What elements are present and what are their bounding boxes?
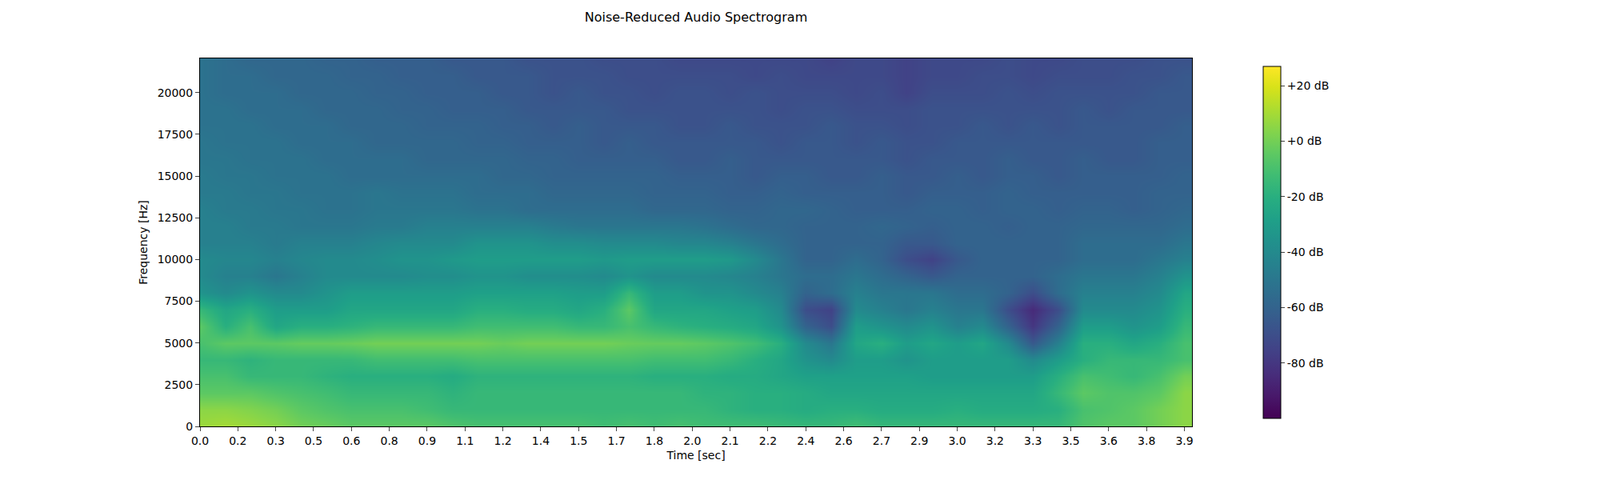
svg-text:3.9: 3.9 [1175,434,1193,448]
svg-text:0: 0 [185,420,193,433]
svg-text:2.2: 2.2 [759,434,777,448]
svg-text:1.7: 1.7 [607,434,625,448]
svg-text:0.5: 0.5 [304,434,323,448]
svg-text:15000: 15000 [157,169,194,183]
svg-text:2.4: 2.4 [796,434,815,448]
svg-text:2.6: 2.6 [834,434,852,448]
svg-text:0.0: 0.0 [191,434,209,448]
svg-text:2.1: 2.1 [720,434,739,448]
svg-text:12500: 12500 [157,211,194,224]
svg-text:0.6: 0.6 [342,434,360,448]
svg-text:0.2: 0.2 [228,434,247,448]
svg-text:Frequency [Hz]: Frequency [Hz] [136,200,150,285]
svg-text:2.9: 2.9 [910,434,928,448]
svg-text:10000: 10000 [157,252,194,266]
svg-text:-80 dB: -80 dB [1287,356,1324,370]
svg-text:-20 dB: -20 dB [1287,190,1324,204]
svg-text:0.9: 0.9 [418,434,436,448]
svg-text:2500: 2500 [164,378,194,392]
svg-text:17500: 17500 [157,128,194,141]
svg-text:3.3: 3.3 [1024,434,1042,448]
svg-text:1.2: 1.2 [493,434,512,448]
svg-text:3.5: 3.5 [1061,434,1080,448]
svg-text:20000: 20000 [157,86,194,100]
svg-text:1.5: 1.5 [569,434,588,448]
svg-text:Time [sec]: Time [sec] [665,448,725,462]
svg-text:3.2: 3.2 [986,434,1004,448]
svg-text:5000: 5000 [164,336,194,350]
svg-text:+0 dB: +0 dB [1287,134,1323,148]
svg-text:7500: 7500 [164,294,194,308]
svg-text:3.8: 3.8 [1137,434,1156,448]
svg-text:2.0: 2.0 [683,434,701,448]
svg-text:3.0: 3.0 [948,434,966,448]
svg-text:2.7: 2.7 [872,434,891,448]
svg-text:3.6: 3.6 [1100,434,1118,448]
svg-text:1.8: 1.8 [645,434,664,448]
svg-text:1.4: 1.4 [532,434,550,448]
svg-text:Noise-Reduced Audio Spectrogra: Noise-Reduced Audio Spectrogram [584,9,808,25]
svg-text:1.1: 1.1 [456,434,474,448]
svg-text:-40 dB: -40 dB [1287,245,1324,259]
svg-text:+20 dB: +20 dB [1287,79,1330,92]
svg-text:0.8: 0.8 [380,434,399,448]
svg-text:0.3: 0.3 [267,434,285,448]
svg-text:-60 dB: -60 dB [1287,300,1324,314]
